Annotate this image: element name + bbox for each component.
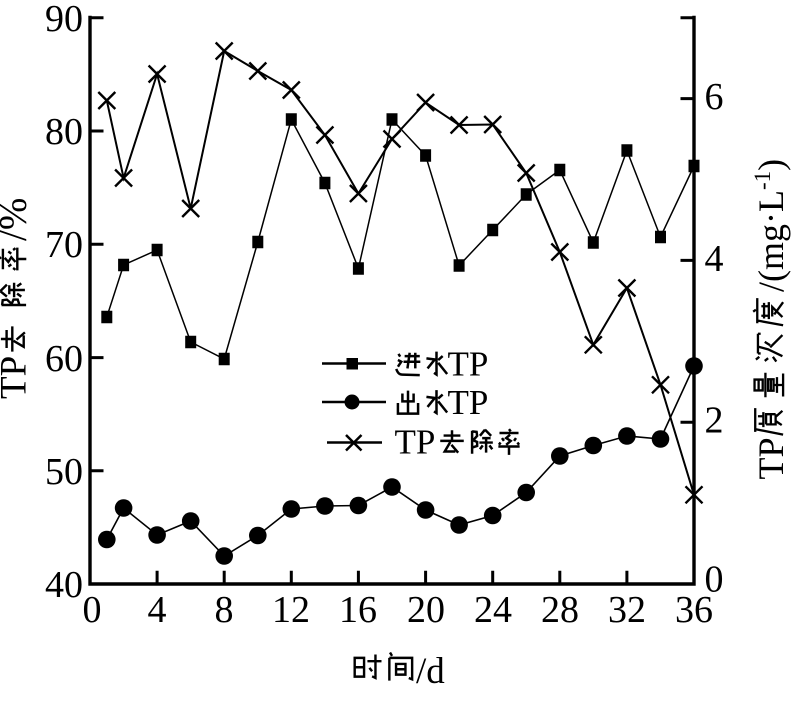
svg-text:40: 40	[45, 564, 83, 606]
svg-text:TP: TP	[0, 356, 35, 399]
svg-text:0: 0	[83, 589, 102, 631]
svg-text:4: 4	[705, 238, 724, 280]
svg-text:2: 2	[705, 400, 724, 442]
svg-text:90: 90	[45, 0, 83, 40]
svg-text:16: 16	[339, 589, 377, 631]
svg-text:50: 50	[45, 451, 83, 493]
svg-text:8: 8	[215, 589, 234, 631]
svg-text:12: 12	[272, 589, 310, 631]
svg-text:TP: TP	[395, 423, 436, 462]
svg-text:6: 6	[705, 76, 724, 118]
svg-text:0: 0	[705, 559, 724, 601]
svg-text:TP: TP	[448, 345, 489, 384]
svg-text:60: 60	[45, 338, 83, 380]
svg-text:TP: TP	[448, 383, 489, 422]
svg-text:/d: /d	[416, 651, 445, 692]
svg-text:80: 80	[45, 111, 83, 153]
svg-text:20: 20	[407, 589, 445, 631]
svg-text:TP: TP	[751, 437, 791, 479]
svg-text:24: 24	[474, 589, 512, 631]
svg-text:36: 36	[675, 589, 713, 631]
svg-text:/%: /%	[0, 198, 35, 241]
svg-text:28: 28	[541, 589, 579, 631]
svg-text:4: 4	[148, 589, 167, 631]
svg-text:70: 70	[45, 224, 83, 266]
svg-text:32: 32	[608, 589, 646, 631]
